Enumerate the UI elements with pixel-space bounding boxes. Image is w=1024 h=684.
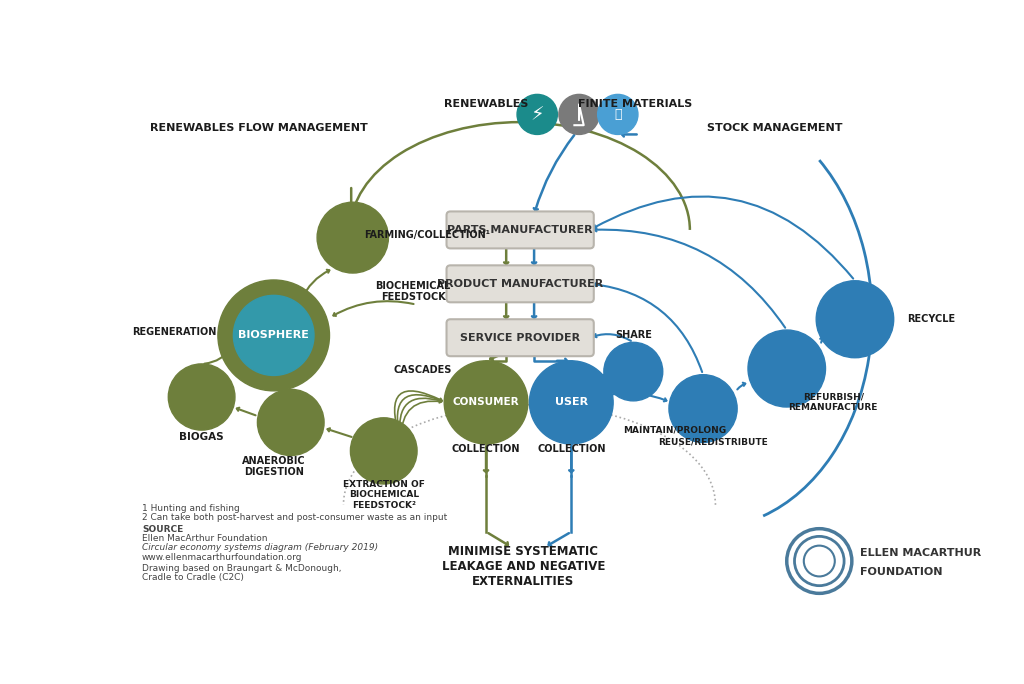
Ellipse shape [233,295,314,376]
Ellipse shape [529,361,613,444]
Circle shape [804,546,835,577]
Text: www.ellenmacarthurfoundation.org: www.ellenmacarthurfoundation.org [142,553,302,562]
Ellipse shape [444,361,528,444]
Ellipse shape [604,342,663,401]
Ellipse shape [748,330,825,407]
Text: RENEWABLES: RENEWABLES [443,99,528,109]
Text: PRODUCT MANUFACTURER: PRODUCT MANUFACTURER [437,279,603,289]
Text: BIOCHEMICAL
FEEDSTOCK: BIOCHEMICAL FEEDSTOCK [376,280,451,302]
Text: Drawing based on Braungart & McDonough,: Drawing based on Braungart & McDonough, [142,564,341,573]
Circle shape [598,94,638,135]
Ellipse shape [257,389,324,456]
Text: ELLEN MACARTHUR: ELLEN MACARTHUR [859,549,981,558]
Text: REFURBISH/
REMANUFACTURE: REFURBISH/ REMANUFACTURE [788,393,878,412]
Circle shape [559,94,599,135]
Text: Ellen MacArthur Foundation: Ellen MacArthur Foundation [142,534,267,543]
Text: Cradle to Cradle (C2C): Cradle to Cradle (C2C) [142,573,244,583]
Text: COLLECTION: COLLECTION [452,444,520,453]
Text: BIOGAS: BIOGAS [179,432,224,442]
Text: STOCK MANAGEMENT: STOCK MANAGEMENT [708,123,843,133]
Text: FOUNDATION: FOUNDATION [859,567,942,577]
Text: 2 Can take both post-harvest and post-consumer waste as an input: 2 Can take both post-harvest and post-co… [142,514,447,523]
Text: 1 Hunting and fishing: 1 Hunting and fishing [142,504,240,513]
Text: Circular economy systems diagram (February 2019): Circular economy systems diagram (Februa… [142,543,378,553]
Text: SHARE: SHARE [614,330,651,340]
Text: BIOSPHERE: BIOSPHERE [239,330,309,341]
Text: ⚡: ⚡ [530,105,544,124]
Text: USER: USER [555,397,588,408]
Text: 🚛: 🚛 [614,108,622,121]
Text: EXTRACTION OF
BIOCHEMICAL
FEEDSTOCK²: EXTRACTION OF BIOCHEMICAL FEEDSTOCK² [343,480,425,510]
Circle shape [795,536,844,586]
Text: CONSUMER: CONSUMER [453,397,519,408]
Text: REGENERATION: REGENERATION [132,326,217,337]
Circle shape [517,94,557,135]
Ellipse shape [317,202,388,273]
Text: ANAEROBIC
DIGESTION: ANAEROBIC DIGESTION [242,456,305,477]
Text: SOURCE: SOURCE [142,525,183,534]
Text: SERVICE PROVIDER: SERVICE PROVIDER [460,332,581,343]
Text: RECYCLE: RECYCLE [907,314,955,324]
Text: REUSE/REDISTRIBUTE: REUSE/REDISTRIBUTE [658,438,768,447]
Text: COLLECTION: COLLECTION [537,444,605,453]
Ellipse shape [350,418,417,484]
Circle shape [786,529,852,593]
Text: PARTS MANUFACTURER: PARTS MANUFACTURER [447,225,593,235]
Text: RENEWABLES FLOW MANAGEMENT: RENEWABLES FLOW MANAGEMENT [150,123,368,133]
Ellipse shape [168,364,234,430]
Text: MAINTAIN/PROLONG: MAINTAIN/PROLONG [623,425,726,434]
FancyBboxPatch shape [446,211,594,248]
Text: MINIMISE SYSTEMATIC
LEAKAGE AND NEGATIVE
EXTERNALITIES: MINIMISE SYSTEMATIC LEAKAGE AND NEGATIVE… [441,545,605,588]
Ellipse shape [816,280,894,358]
Ellipse shape [218,280,330,391]
FancyBboxPatch shape [446,319,594,356]
Text: FINITE MATERIALS: FINITE MATERIALS [579,99,693,109]
FancyBboxPatch shape [446,265,594,302]
Text: FARMING/COLLECTION¹: FARMING/COLLECTION¹ [365,231,490,240]
Text: CASCADES: CASCADES [393,365,452,375]
Ellipse shape [669,375,737,443]
